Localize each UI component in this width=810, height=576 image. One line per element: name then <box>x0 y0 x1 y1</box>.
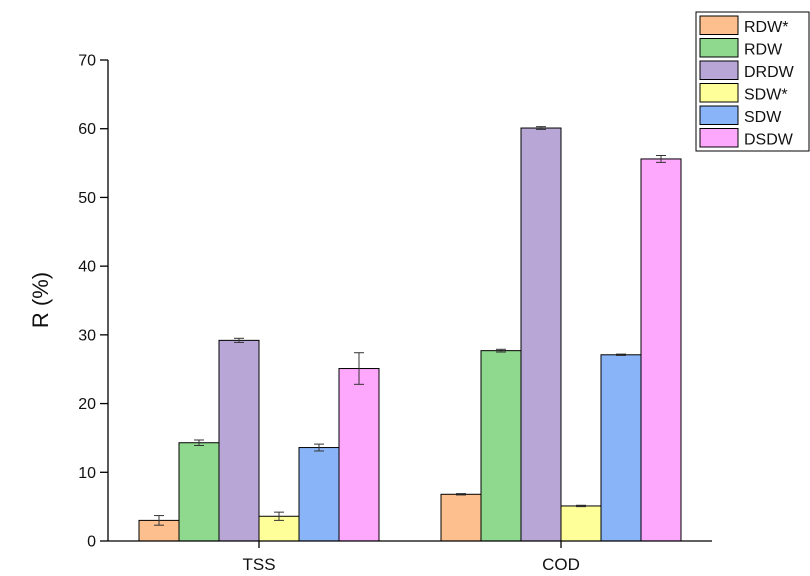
legend-swatch <box>699 83 739 103</box>
bar <box>600 354 642 542</box>
legend-swatch <box>699 128 739 148</box>
y-tick-label: 50 <box>78 190 96 207</box>
x-categories: TSS COD <box>242 541 580 574</box>
legend-swatch <box>699 60 739 80</box>
bar <box>218 339 260 542</box>
y-tick-label: 0 <box>87 534 96 551</box>
bar <box>298 447 340 542</box>
bar <box>178 442 220 542</box>
legend-box <box>695 11 810 152</box>
legend-label: RDW* <box>744 19 788 36</box>
axes-layer <box>107 60 712 542</box>
legend-label: DSDW <box>744 131 794 148</box>
y-tick-label: 30 <box>78 327 96 344</box>
y-ticks: 0 10 20 30 40 50 60 70 <box>78 53 108 551</box>
legend-swatch <box>699 15 739 35</box>
bars-layer <box>138 126 682 542</box>
y-tick-label: 70 <box>78 53 96 70</box>
y-tick-label: 60 <box>78 121 96 138</box>
legend: RDW* RDW DRDW SDW* SDW DSDW <box>695 11 810 152</box>
bar <box>440 493 482 542</box>
x-category-label: TSS <box>242 555 275 574</box>
legend-label: SDW <box>744 109 782 126</box>
bar <box>640 158 682 542</box>
y-tick-label: 20 <box>78 396 96 413</box>
legend-swatch <box>699 105 739 125</box>
y-axis-title: R (%) <box>28 272 53 328</box>
legend-label: SDW* <box>744 86 788 103</box>
x-category-label: COD <box>542 555 580 574</box>
legend-label: RDW <box>744 41 783 58</box>
y-tick-label: 10 <box>78 465 96 482</box>
legend-label: DRDW <box>744 64 795 81</box>
y-tick-label: 40 <box>78 259 96 276</box>
bar <box>480 350 522 542</box>
bar <box>520 127 562 542</box>
bar <box>338 368 380 542</box>
legend-swatch <box>699 38 739 58</box>
bar <box>560 505 602 542</box>
